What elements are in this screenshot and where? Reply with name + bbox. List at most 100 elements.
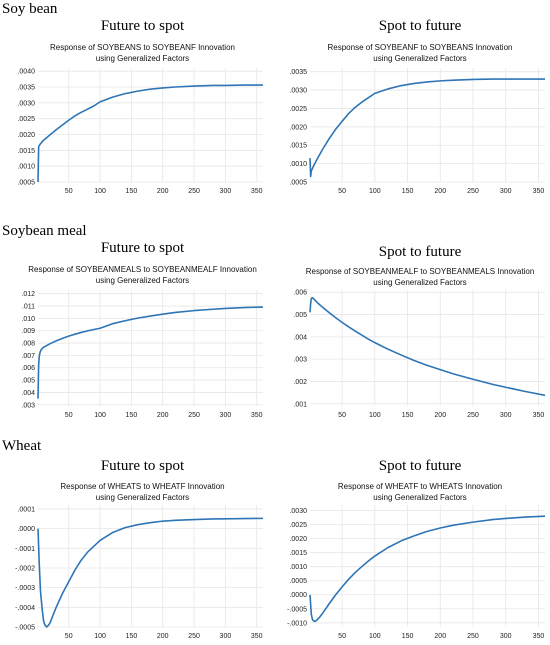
chart-subtitle: using Generalized Factors	[95, 493, 190, 502]
x-tick-label: 150	[402, 412, 414, 419]
x-tick-label: 100	[369, 412, 381, 419]
x-tick-label: 100	[94, 188, 106, 195]
chart-wheat-future-to-spot: Future to spot Response of WHEATS to WHE…	[0, 437, 275, 645]
chart-subtitle: using Generalized Factors	[373, 54, 467, 63]
chart-title: Future to spot	[100, 240, 185, 256]
x-tick-label: 350	[533, 633, 545, 640]
chart-soybeanmeal-future-to-spot: Future to spot Response of SOYBEANMEALS …	[0, 222, 275, 437]
x-tick-label: 300	[220, 633, 232, 640]
y-tick-label: .010	[21, 316, 35, 323]
series-line	[37, 306, 264, 399]
y-tick-label: .0030	[17, 100, 35, 107]
y-tick-label: .005	[293, 312, 307, 319]
y-tick-label: -.0005	[15, 625, 35, 632]
y-tick-label: .0010	[289, 161, 307, 168]
x-tick-label: 250	[188, 633, 200, 640]
x-tick-label: 250	[467, 188, 479, 195]
y-tick-label: .0015	[289, 550, 307, 557]
y-tick-label: .0005	[289, 180, 307, 187]
x-tick-label: 100	[94, 412, 106, 419]
x-tick-label: 100	[94, 633, 106, 640]
chart-subtitle: Response of WHEATS to WHEATF Innovation	[60, 482, 225, 491]
y-tick-label: .005	[21, 378, 35, 385]
series-line	[309, 78, 545, 178]
x-tick-label: 150	[126, 633, 138, 640]
x-tick-label: 300	[220, 188, 232, 195]
chart-subtitle: Response of SOYBEANMEALS to SOYBEANMEALF…	[28, 265, 257, 274]
x-tick-label: 100	[369, 633, 381, 640]
y-tick-label: .0015	[289, 143, 307, 150]
chart-title: Spot to future	[378, 18, 462, 34]
chart-plot: 50 100 150 200 250 300 350 .0005 .0010 .0015 .0020…	[289, 68, 545, 195]
y-tick-label: .012	[21, 291, 35, 298]
chart-subtitle: Response of SOYBEANMEALF to SOYBEANMEALS…	[305, 267, 535, 276]
y-tick-label: .0020	[289, 124, 307, 131]
x-tick-label: 50	[65, 412, 73, 419]
x-tick-label: 250	[188, 412, 200, 419]
x-tick-label: 300	[500, 412, 512, 419]
x-tick-label: 150	[126, 188, 138, 195]
series-line	[309, 515, 546, 623]
chart-plot: 50 100 150 200 250 300 350 -.0010 -.0005 .0000 .00…	[287, 505, 546, 640]
chart-title: Future to spot	[100, 458, 185, 474]
x-tick-label: 200	[157, 412, 169, 419]
x-tick-label: 300	[500, 188, 512, 195]
y-tick-label: .011	[22, 304, 35, 311]
y-tick-label: .003	[21, 402, 35, 409]
x-tick-label: 350	[533, 412, 545, 419]
x-tick-label: 350	[251, 188, 263, 195]
chart-subtitle: using Generalized Factors	[95, 276, 190, 285]
y-tick-label: .007	[21, 353, 35, 360]
y-tick-label: .0001	[17, 506, 35, 513]
x-tick-label: 250	[188, 188, 200, 195]
series-line	[37, 517, 264, 628]
y-tick-label: .004	[21, 390, 35, 397]
y-tick-label: .0035	[17, 85, 35, 92]
y-tick-label: .0005	[289, 578, 307, 585]
y-tick-label: .009	[21, 328, 35, 335]
chart-subtitle: Response of SOYBEANS to SOYBEANF Innovat…	[50, 43, 235, 52]
chart-title: Future to spot	[100, 18, 185, 34]
x-tick-label: 250	[467, 412, 479, 419]
y-tick-label: .0025	[289, 106, 307, 113]
x-tick-label: 300	[500, 633, 512, 640]
y-tick-label: .0025	[17, 116, 35, 123]
x-tick-label: 50	[338, 188, 346, 195]
chart-subtitle: Response of SOYBEANF to SOYBEANS Innovat…	[327, 43, 513, 52]
x-tick-label: 350	[251, 633, 263, 640]
x-tick-label: 200	[157, 188, 169, 195]
x-tick-label: 200	[157, 633, 169, 640]
chart-soybean-spot-to-future: Spot to future Response of SOYBEANF to S…	[275, 0, 550, 215]
y-tick-label: .006	[21, 365, 35, 372]
y-tick-label: .008	[21, 341, 35, 348]
y-tick-label: .003	[293, 357, 307, 364]
y-tick-label: -.0003	[15, 585, 35, 592]
x-tick-label: 200	[434, 188, 446, 195]
chart-subtitle: Response of WHEATF to WHEATS Innovation	[337, 482, 503, 491]
chart-soybeanmeal-spot-to-future: Spot to future Response of SOYBEANMEALF …	[275, 222, 550, 437]
y-tick-label: .0000	[17, 526, 35, 533]
y-tick-label: .0020	[17, 132, 35, 139]
y-tick-label: .006	[293, 290, 307, 297]
x-tick-label: 50	[65, 633, 73, 640]
chart-title: Spot to future	[378, 458, 462, 474]
chart-subtitle: using Generalized Factors	[373, 493, 467, 502]
y-tick-label: .001	[293, 401, 307, 408]
x-tick-label: 50	[338, 412, 346, 419]
y-tick-label: -.0002	[15, 565, 35, 572]
chart-plot: 50 100 150 200 250 300 350 .003 .004 .005 .006 .007…	[21, 290, 264, 419]
chart-soybean-future-to-spot: Future to spot Response of SOYBEANS to S…	[0, 0, 275, 215]
y-tick-label: .0010	[17, 164, 35, 171]
y-tick-label: .0030	[289, 88, 307, 95]
x-tick-label: 50	[338, 633, 346, 640]
x-tick-label: 250	[467, 633, 479, 640]
y-tick-label: .0010	[289, 564, 307, 571]
chart-title: Spot to future	[378, 244, 462, 260]
section-title-soybean-meal: Soybean meal	[2, 223, 87, 239]
x-tick-label: 100	[369, 188, 381, 195]
y-tick-label: .0025	[289, 522, 307, 529]
series-line	[309, 297, 546, 397]
y-tick-label: .002	[293, 379, 307, 386]
y-tick-label: .0035	[289, 69, 307, 76]
chart-wheat-spot-to-future: Spot to future Response of WHEATF to WHE…	[275, 437, 550, 645]
